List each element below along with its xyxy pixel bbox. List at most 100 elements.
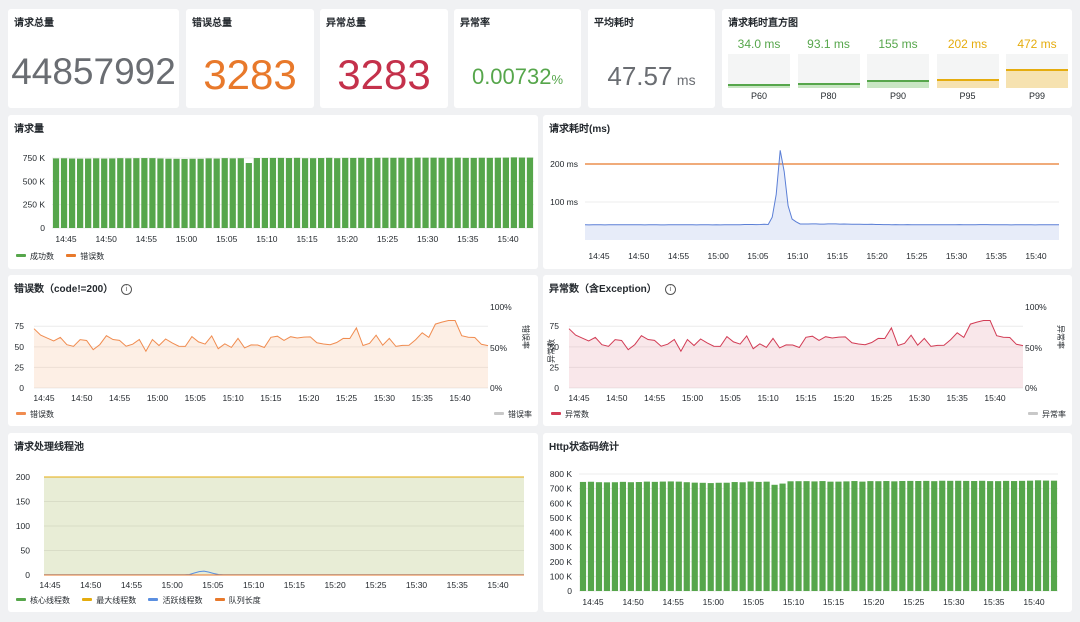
y-tick-label: 50 bbox=[550, 342, 560, 352]
bar bbox=[68, 158, 76, 228]
http-status-panel[interactable]: Http状态码统计 800 K 700 K 600 K 500 K 400 K 300 K… bbox=[543, 433, 1072, 612]
bar bbox=[342, 157, 349, 228]
request-latency-panel[interactable]: 请求耗时(ms) 200 ms 100 ms 14:45 14:50 14:55 15:0… bbox=[543, 115, 1072, 269]
bar bbox=[494, 157, 501, 228]
bar bbox=[326, 157, 333, 228]
legend-swatch bbox=[66, 254, 77, 257]
legend-item-error-rate[interactable]: 错误率 bbox=[494, 410, 532, 419]
legend: 成功数 错误数 bbox=[16, 251, 114, 262]
legend-item-max-threads[interactable]: 最大线程数 bbox=[82, 596, 136, 605]
panel-title: 请求耗时(ms) bbox=[549, 124, 611, 135]
bar bbox=[619, 481, 626, 591]
stat-panel-total-errors[interactable]: 错误总量 3283 bbox=[186, 9, 314, 108]
bar bbox=[117, 158, 124, 228]
bar bbox=[723, 482, 730, 591]
legend-item-queue-length[interactable]: 队列长度 bbox=[214, 596, 261, 605]
legend-item-success[interactable]: 成功数 bbox=[16, 252, 54, 261]
errors-panel[interactable]: 错误数（code!=200） i 75 50 25 0 100% 50% 0% 错误率 14:45… bbox=[8, 275, 538, 426]
x-tick-label: 14:55 bbox=[644, 393, 666, 403]
histogram-value: 93.1 ms bbox=[807, 37, 850, 51]
right-axis-tick: 0% bbox=[490, 383, 503, 393]
x-tick-label: 15:00 bbox=[176, 234, 198, 244]
legend-item-exception-rate[interactable]: 异常率 bbox=[1028, 410, 1066, 419]
exceptions-panel[interactable]: 异常数（含Exception） i 75 50 25 0 100% 50% 0% 异常率 异常数 1… bbox=[543, 275, 1072, 426]
legend-item-errors[interactable]: 错误数 bbox=[66, 252, 104, 261]
info-icon[interactable]: i bbox=[121, 284, 133, 295]
stat-panel-total-exceptions[interactable]: 异常总量 3283 bbox=[320, 9, 448, 108]
y-tick-label: 200 bbox=[16, 472, 30, 482]
bar bbox=[77, 158, 84, 228]
bar bbox=[819, 481, 826, 591]
bar bbox=[318, 158, 325, 228]
x-tick-label: 15:25 bbox=[336, 393, 358, 403]
y-tick-label: 300 K bbox=[550, 542, 573, 552]
stat-panel-avg-latency[interactable]: 平均耗时 47.57 ms bbox=[588, 9, 715, 108]
right-axis-tick: 0% bbox=[1025, 383, 1038, 393]
legend-item-errors[interactable]: 错误数 bbox=[16, 410, 54, 419]
panel-title-text: 异常数（含Exception） bbox=[549, 284, 657, 295]
total-exceptions-value: 3283 bbox=[337, 51, 431, 98]
bar bbox=[779, 483, 786, 591]
bar bbox=[587, 481, 595, 591]
x-tick-label: 15:35 bbox=[457, 234, 479, 244]
panel-title: 错误数（code!=200） i bbox=[14, 280, 133, 295]
core-threads-area bbox=[44, 477, 524, 575]
right-axis-tick: 50% bbox=[490, 343, 507, 353]
bar bbox=[867, 481, 874, 591]
x-tick-label: 15:00 bbox=[708, 251, 730, 261]
legend-item-core-threads[interactable]: 核心线程数 bbox=[16, 596, 70, 605]
legend-label: 异常率 bbox=[1042, 410, 1066, 419]
x-tick-label: 15:30 bbox=[909, 393, 931, 403]
bar bbox=[229, 158, 236, 228]
histogram-bucket-p90: 155 ms P90 bbox=[867, 37, 929, 107]
bar bbox=[446, 157, 453, 228]
legend-item-exceptions[interactable]: 异常数 bbox=[551, 410, 589, 419]
x-tick-label: 15:10 bbox=[222, 393, 244, 403]
histogram-label: P60 bbox=[750, 91, 767, 101]
legend-label: 错误率 bbox=[508, 410, 532, 419]
bar bbox=[1018, 480, 1026, 591]
x-tick-label: 15:05 bbox=[185, 393, 207, 403]
bar bbox=[1034, 480, 1042, 591]
bar bbox=[875, 481, 882, 591]
histogram-bucket-p95: 202 ms P95 bbox=[936, 37, 999, 107]
bar bbox=[1003, 480, 1010, 591]
legend: 核心线程数 最大线程数 活跃线程数 队列长度 bbox=[16, 595, 271, 606]
x-tick-label: 15:10 bbox=[757, 393, 779, 403]
bar bbox=[843, 481, 850, 591]
bar bbox=[414, 157, 421, 228]
histogram-bar-track bbox=[936, 54, 999, 88]
bar bbox=[939, 480, 946, 591]
bar bbox=[382, 157, 389, 228]
exception-rate-value: 0.00732% bbox=[454, 64, 581, 90]
x-tick-label: 15:00 bbox=[703, 597, 725, 607]
panel-title: 请求量 bbox=[14, 124, 44, 135]
x-tick-label: 15:35 bbox=[412, 393, 434, 403]
legend-item-active-threads[interactable]: 活跃线程数 bbox=[148, 596, 202, 605]
x-tick-label: 14:50 bbox=[71, 393, 93, 403]
left-axis-label: 异常数 bbox=[546, 339, 556, 363]
x-tick-label: 15:00 bbox=[147, 393, 169, 403]
x-tick-label: 15:15 bbox=[260, 393, 282, 403]
request-volume-panel[interactable]: 请求量 750 K 500 K 250 K 0 14:45 14:50 14:55 15:00… bbox=[8, 115, 538, 269]
y-tick-label: 150 bbox=[16, 497, 30, 507]
bar bbox=[923, 480, 930, 591]
thread-pool-panel[interactable]: 请求处理线程池 200 150 100 50 0 14:45 14:50 14:55 15:00… bbox=[8, 433, 538, 612]
x-tick-label: 15:15 bbox=[296, 234, 318, 244]
y-tick-label: 25 bbox=[550, 362, 560, 372]
info-icon[interactable]: i bbox=[664, 284, 676, 295]
histogram-label: P99 bbox=[1028, 91, 1045, 101]
right-axis-label: 异常率 bbox=[1056, 325, 1066, 349]
x-tick-label: 15:10 bbox=[787, 251, 809, 261]
x-tick-label: 15:20 bbox=[863, 597, 885, 607]
bar bbox=[1050, 480, 1058, 591]
bar bbox=[510, 157, 518, 228]
stat-panel-total-requests[interactable]: 请求总量 44857992 bbox=[8, 9, 179, 108]
stat-panel-exception-rate[interactable]: 异常率 0.00732% bbox=[454, 9, 581, 108]
x-tick-label: 15:05 bbox=[720, 393, 742, 403]
legend-swatch bbox=[16, 412, 26, 415]
x-tick-label: 14:45 bbox=[39, 580, 61, 590]
series-area bbox=[569, 320, 1023, 388]
bar bbox=[691, 482, 698, 591]
latency-histogram-panel[interactable]: 请求耗时直方图 34.0 ms P60 93.1 ms P80 155 ms P90 202… bbox=[722, 9, 1072, 108]
